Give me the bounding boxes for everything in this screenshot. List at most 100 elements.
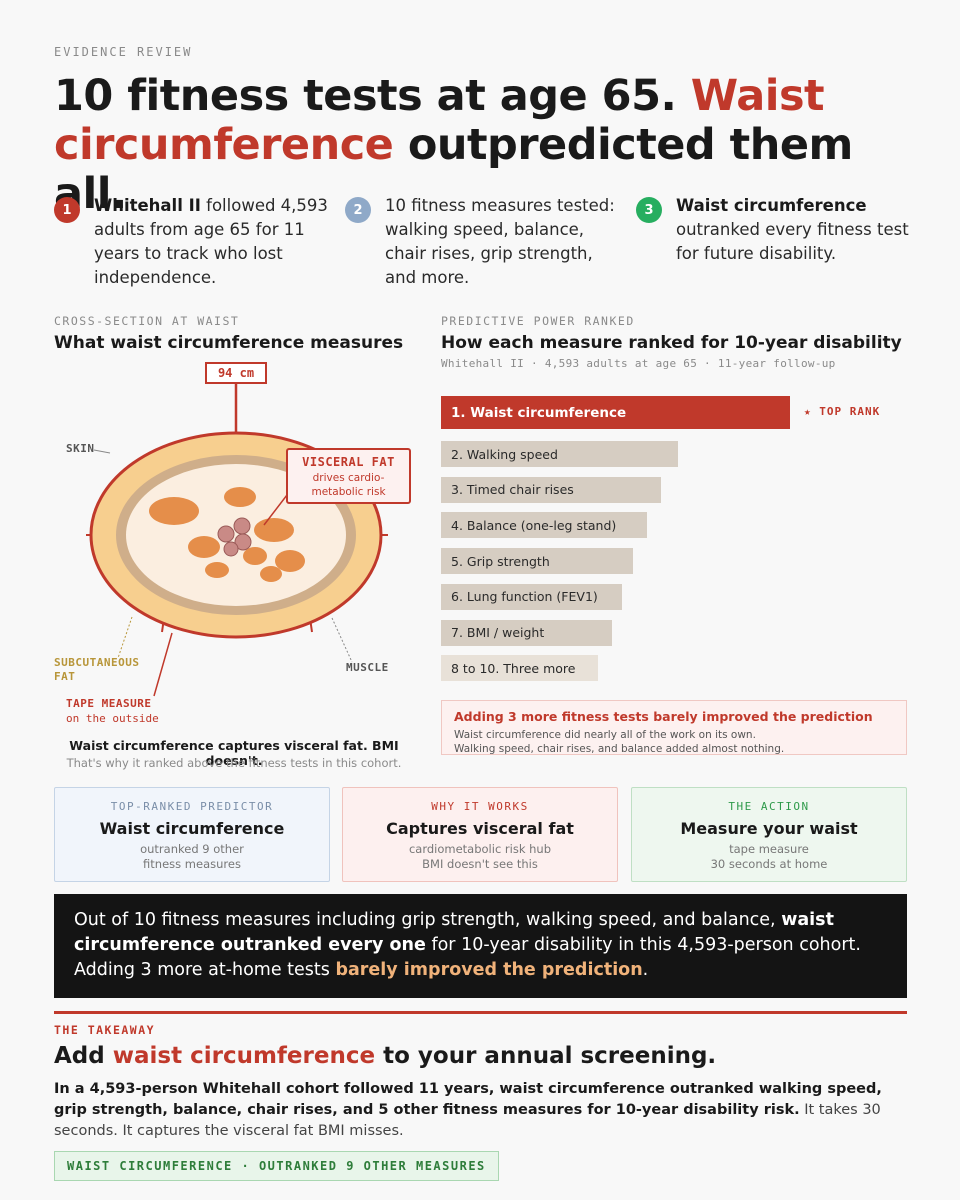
step-3-number: 3 (636, 197, 662, 223)
card-3-line-2: 30 seconds at home (710, 857, 828, 871)
subcutaneous-leader (117, 616, 133, 659)
takeaway-h1: Add (54, 1043, 113, 1069)
diagram-caption-sub: That's why it ranked above the fitness t… (66, 756, 402, 770)
step-2-number: 2 (345, 197, 371, 223)
step-1-text: Whitehall II followed 4,593 adults from … (94, 194, 329, 290)
bar: 6. Lung function (FEV1) (441, 583, 623, 610)
takeaway-h2: to your annual screening. (375, 1043, 717, 1069)
chart-title: How each measure ranked for 10-year disa… (441, 333, 902, 353)
visceral-fat-desc: drives cardio-metabolic risk (311, 472, 386, 498)
visceral-leader (263, 494, 288, 526)
card-2-line-1: cardiometabolic risk hub (408, 842, 552, 856)
top-rank-label: ★ TOP RANK (804, 405, 881, 418)
visceral-fat-label: VISCERAL FAT (302, 455, 395, 469)
step-2-body: 10 fitness measures tested: walking spee… (385, 196, 615, 287)
headline-red: Waist circumference (54, 71, 825, 170)
ranking-kicker: PREDICTIVE POWER RANKED (441, 314, 635, 328)
bar: 3. Timed chair rises (441, 476, 661, 503)
summary-a: Out of 10 fitness measures including gri… (74, 910, 782, 930)
note-title: Adding 3 more fitness tests barely impro… (454, 709, 873, 724)
takeaway-badge: WAIST CIRCUMFERENCE · OUTRANKED 9 OTHER … (54, 1151, 499, 1181)
card-3-title: Measure your waist (680, 819, 858, 838)
bar: 1. Waist circumference (441, 396, 790, 429)
bar: 4. Balance (one-leg stand) (441, 512, 647, 539)
bar-row: 7. BMI / weight (441, 619, 612, 646)
visceral-fat-callout: VISCERAL FAT drives cardio-metabolic ris… (286, 448, 411, 504)
organ (217, 525, 235, 543)
bar-label: 8 to 10. Three more (451, 660, 576, 676)
summary-c: for 10-year disability in this 4,593-per… (74, 935, 861, 980)
fat-blob (243, 547, 267, 565)
step-1-body: followed 4,593 adults from age 65 for 11… (94, 196, 328, 287)
bar: 7. BMI / weight (441, 619, 612, 646)
fat-blob (224, 487, 256, 507)
takeaway-bold: In a 4,593-person Whitehall cohort follo… (54, 1081, 882, 1118)
step-1: 1 Whitehall II followed 4,593 adults fro… (54, 194, 329, 290)
bar-row: 4. Balance (one-leg stand) (441, 512, 647, 539)
bar-label: 4. Balance (one-leg stand) (451, 517, 617, 533)
takeaway-kicker: THE TAKEAWAY (54, 1023, 156, 1037)
bar-label: 2. Walking speed (451, 446, 558, 462)
fat-blob (275, 550, 305, 572)
bar-label: 3. Timed chair rises (451, 482, 574, 498)
step-3-text: Waist circumference outranked every fitn… (676, 194, 911, 266)
card-3-line-1: tape measure (729, 842, 809, 856)
fat-blob (149, 497, 199, 525)
waist-measure-tag: 94 cm (205, 362, 267, 384)
waist-cross-section: 94 cm SKIN VISCERAL FAT drives cardio-me… (54, 360, 414, 770)
organ (234, 533, 252, 551)
skin-label: SKIN (66, 442, 95, 455)
bar-row: 6. Lung function (FEV1) (441, 583, 623, 610)
step-2-text: 10 fitness measures tested: walking spee… (385, 194, 623, 290)
step-1-bold: Whitehall II (94, 196, 201, 215)
organ (233, 517, 251, 535)
organ (223, 541, 239, 557)
summary-d: barely improved the prediction (335, 960, 643, 980)
chart-subtitle: Whitehall II · 4,593 adults at age 65 · … (441, 357, 836, 370)
ranking-bar-chart: 1. Waist circumference 2. Walking speed 3.… (441, 396, 911, 696)
fat-blob (205, 562, 229, 578)
step-3-body: outranked every fitness test for future … (676, 220, 909, 263)
tape-leader (153, 632, 173, 697)
bar-row: 2. Walking speed (441, 441, 679, 467)
headline: 10 fitness tests at age 65. Waist circum… (54, 72, 914, 219)
step-3-bold: Waist circumference (676, 196, 867, 215)
takeaway-paragraph: In a 4,593-person Whitehall cohort follo… (54, 1079, 914, 1142)
diagram-title: What waist circumference measures (54, 333, 404, 353)
bar-row: 1. Waist circumference (441, 396, 790, 429)
bar-row: 5. Grip strength (441, 548, 633, 575)
bar-label: 5. Grip strength (451, 553, 550, 569)
takeaway-heading: Add waist circumference to your annual s… (54, 1043, 716, 1069)
card-why-it-works: WHY IT WORKS Captures visceral fat cardi… (342, 787, 618, 882)
headline-part1: 10 fitness tests at age 65. (54, 71, 691, 121)
diagram-kicker: CROSS-SECTION AT WAIST (54, 314, 240, 328)
kicker: EVIDENCE REVIEW (54, 45, 193, 59)
card-2-kicker: WHY IT WORKS (431, 800, 529, 813)
card-2-line-2: BMI doesn't see this (422, 857, 538, 871)
summary-e: . (642, 960, 649, 980)
takeaway-rule (54, 1011, 907, 1014)
card-1-line-1: outranked 9 other (140, 842, 244, 856)
step-3: 3 Waist circumference outranked every fi… (636, 194, 911, 266)
top-rank-text: TOP RANK (819, 405, 881, 418)
bar-label: 1. Waist circumference (451, 404, 627, 421)
muscle-leader (331, 617, 353, 663)
summary-b: waist circumference outranked every one (74, 910, 834, 955)
card-2-title: Captures visceral fat (386, 819, 574, 838)
summary-banner: Out of 10 fitness measures including gri… (54, 894, 907, 998)
bar: 2. Walking speed (441, 441, 679, 467)
prediction-note: Adding 3 more fitness tests barely impro… (441, 700, 907, 755)
fat-blob (188, 536, 220, 558)
step-1-number: 1 (54, 197, 80, 223)
skin-leader (93, 449, 111, 454)
card-1-kicker: TOP-RANKED PREDICTOR (110, 800, 274, 813)
tape-measure-sub: on the outside (66, 712, 159, 725)
bar: 8 to 10. Three more (441, 655, 599, 682)
tape-measure-label: TAPE MEASURE (66, 697, 152, 710)
card-3-kicker: THE ACTION (728, 800, 810, 813)
bar-label: 7. BMI / weight (451, 625, 545, 640)
bar-label: 6. Lung function (FEV1) (451, 589, 598, 605)
card-top-predictor: TOP-RANKED PREDICTOR Waist circumference… (54, 787, 330, 882)
note-line-1: Waist circumference did nearly all of th… (454, 729, 756, 741)
fat-blob (260, 566, 282, 582)
